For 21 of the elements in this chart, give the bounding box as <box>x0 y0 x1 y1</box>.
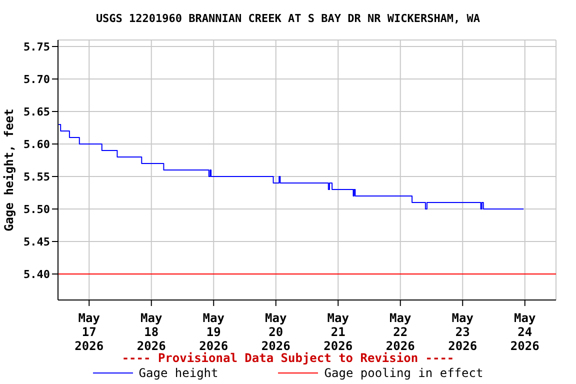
legend-label: Gage pooling in effect <box>324 366 484 380</box>
y-tick-label: 5.65 <box>24 105 50 118</box>
x-tick-label: May 18 2026 <box>136 311 166 353</box>
y-tick-label: 5.60 <box>24 138 50 151</box>
x-tick-label: May 23 2026 <box>448 311 478 353</box>
y-tick-label: 5.75 <box>24 40 50 54</box>
y-tick-label: 5.45 <box>24 235 50 248</box>
y-tick-label: 5.40 <box>24 268 50 281</box>
x-tick-label: May 21 2026 <box>324 311 353 353</box>
x-tick-label: May 22 2026 <box>386 311 415 353</box>
x-tick-label: May 17 2026 <box>74 311 104 353</box>
x-tick-label: May 19 2026 <box>199 311 228 353</box>
chart-title: USGS 12201960 BRANNIAN CREEK AT S BAY DR NR WICKERSHAM, WA <box>94 12 482 25</box>
y-axis-title: Gage height, feet <box>2 108 16 232</box>
x-tick-label: May 24 2026 <box>510 311 540 353</box>
text: ---- Provisional Data Subject to Revision ---- <box>122 351 454 365</box>
y-tick-label: 5.70 <box>24 72 50 86</box>
y-tick-label: 5.50 <box>24 202 50 216</box>
legend-label: Gage height <box>138 366 218 380</box>
x-tick-label: May 20 2026 <box>261 311 290 353</box>
y-tick-label: 5.55 <box>24 170 50 184</box>
